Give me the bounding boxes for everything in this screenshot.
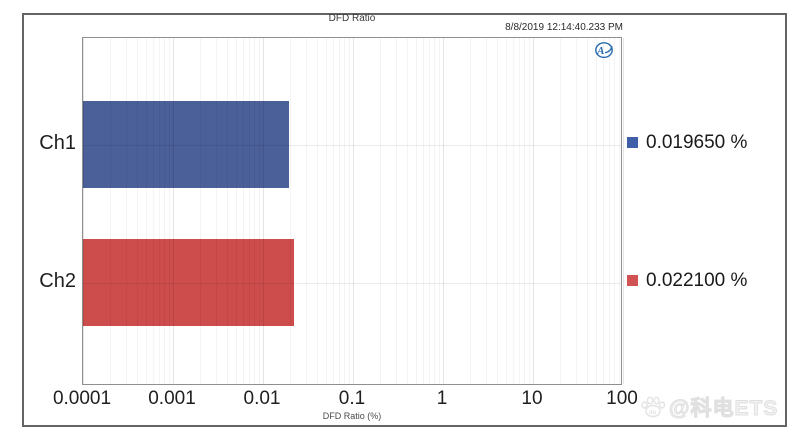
chart-title: DFD Ratio <box>328 13 376 24</box>
legend-marker-ch1 <box>627 137 638 148</box>
legend-marker-ch2 <box>627 275 638 286</box>
watermark-text: @科电ETS <box>668 397 779 421</box>
audio-precision-logo-icon: A <box>595 42 613 59</box>
x-tick-label: 1 <box>436 388 448 409</box>
plot-area: A <box>82 37 624 385</box>
svg-text:du: du <box>649 410 657 416</box>
x-tick-label: 100 <box>606 388 638 409</box>
category-label-ch1: Ch1 <box>39 131 76 154</box>
legend-value-ch1: 0.019650 % <box>646 131 748 153</box>
svg-text:A: A <box>596 45 604 57</box>
x-tick-label: 0.001 <box>148 388 196 409</box>
watermark: du @科电ETS <box>640 392 785 422</box>
x-tick-label: 0.1 <box>338 388 366 409</box>
bar-ch2 <box>83 239 294 326</box>
x-axis-label: DFD Ratio (%) <box>322 411 382 421</box>
x-tick-label: 0.0001 <box>52 388 112 409</box>
bar-ch1 <box>83 101 290 188</box>
category-label-ch2: Ch2 <box>39 269 76 292</box>
bars-layer <box>83 38 621 384</box>
timestamp: 8/8/2019 12:14:40.233 PM <box>505 22 623 33</box>
legend-entry-ch2: 0.022100 % <box>627 270 747 292</box>
legend-value-ch2: 0.022100 % <box>646 269 748 291</box>
x-tick-label: 10 <box>521 388 543 409</box>
paw-icon: du <box>641 396 666 418</box>
legend-entry-ch1: 0.019650 % <box>627 132 747 154</box>
x-tick-label: 0.01 <box>243 388 281 409</box>
